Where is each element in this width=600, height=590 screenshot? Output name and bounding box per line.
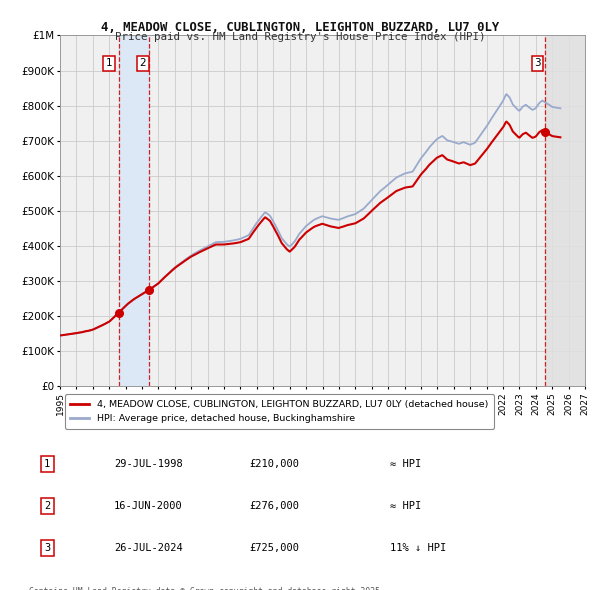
Text: Price paid vs. HM Land Registry's House Price Index (HPI): Price paid vs. HM Land Registry's House …	[115, 32, 485, 42]
Text: £210,000: £210,000	[249, 459, 299, 468]
Bar	[545, 35, 585, 386]
Text: 1: 1	[106, 58, 113, 68]
Text: 4, MEADOW CLOSE, CUBLINGTON, LEIGHTON BUZZARD, LU7 0LY: 4, MEADOW CLOSE, CUBLINGTON, LEIGHTON BU…	[101, 21, 499, 34]
Text: 16-JUN-2000: 16-JUN-2000	[114, 501, 182, 511]
Legend: 4, MEADOW CLOSE, CUBLINGTON, LEIGHTON BUZZARD, LU7 0LY (detached house), HPI: Av: 4, MEADOW CLOSE, CUBLINGTON, LEIGHTON BU…	[65, 395, 494, 428]
Text: Contains HM Land Registry data © Crown copyright and database right 2025.
This d: Contains HM Land Registry data © Crown c…	[29, 587, 385, 590]
Text: £725,000: £725,000	[249, 543, 299, 553]
Text: 3: 3	[44, 543, 50, 553]
Text: 3: 3	[534, 58, 541, 68]
Text: ≈ HPI: ≈ HPI	[390, 459, 421, 468]
Text: 1: 1	[44, 459, 50, 468]
Text: £276,000: £276,000	[249, 501, 299, 511]
Text: 26-JUL-2024: 26-JUL-2024	[114, 543, 182, 553]
Text: 29-JUL-1998: 29-JUL-1998	[114, 459, 182, 468]
Text: 11% ↓ HPI: 11% ↓ HPI	[390, 543, 446, 553]
Text: 2: 2	[44, 501, 50, 511]
Text: 2: 2	[140, 58, 146, 68]
Text: ≈ HPI: ≈ HPI	[390, 501, 421, 511]
Bar	[119, 35, 149, 386]
